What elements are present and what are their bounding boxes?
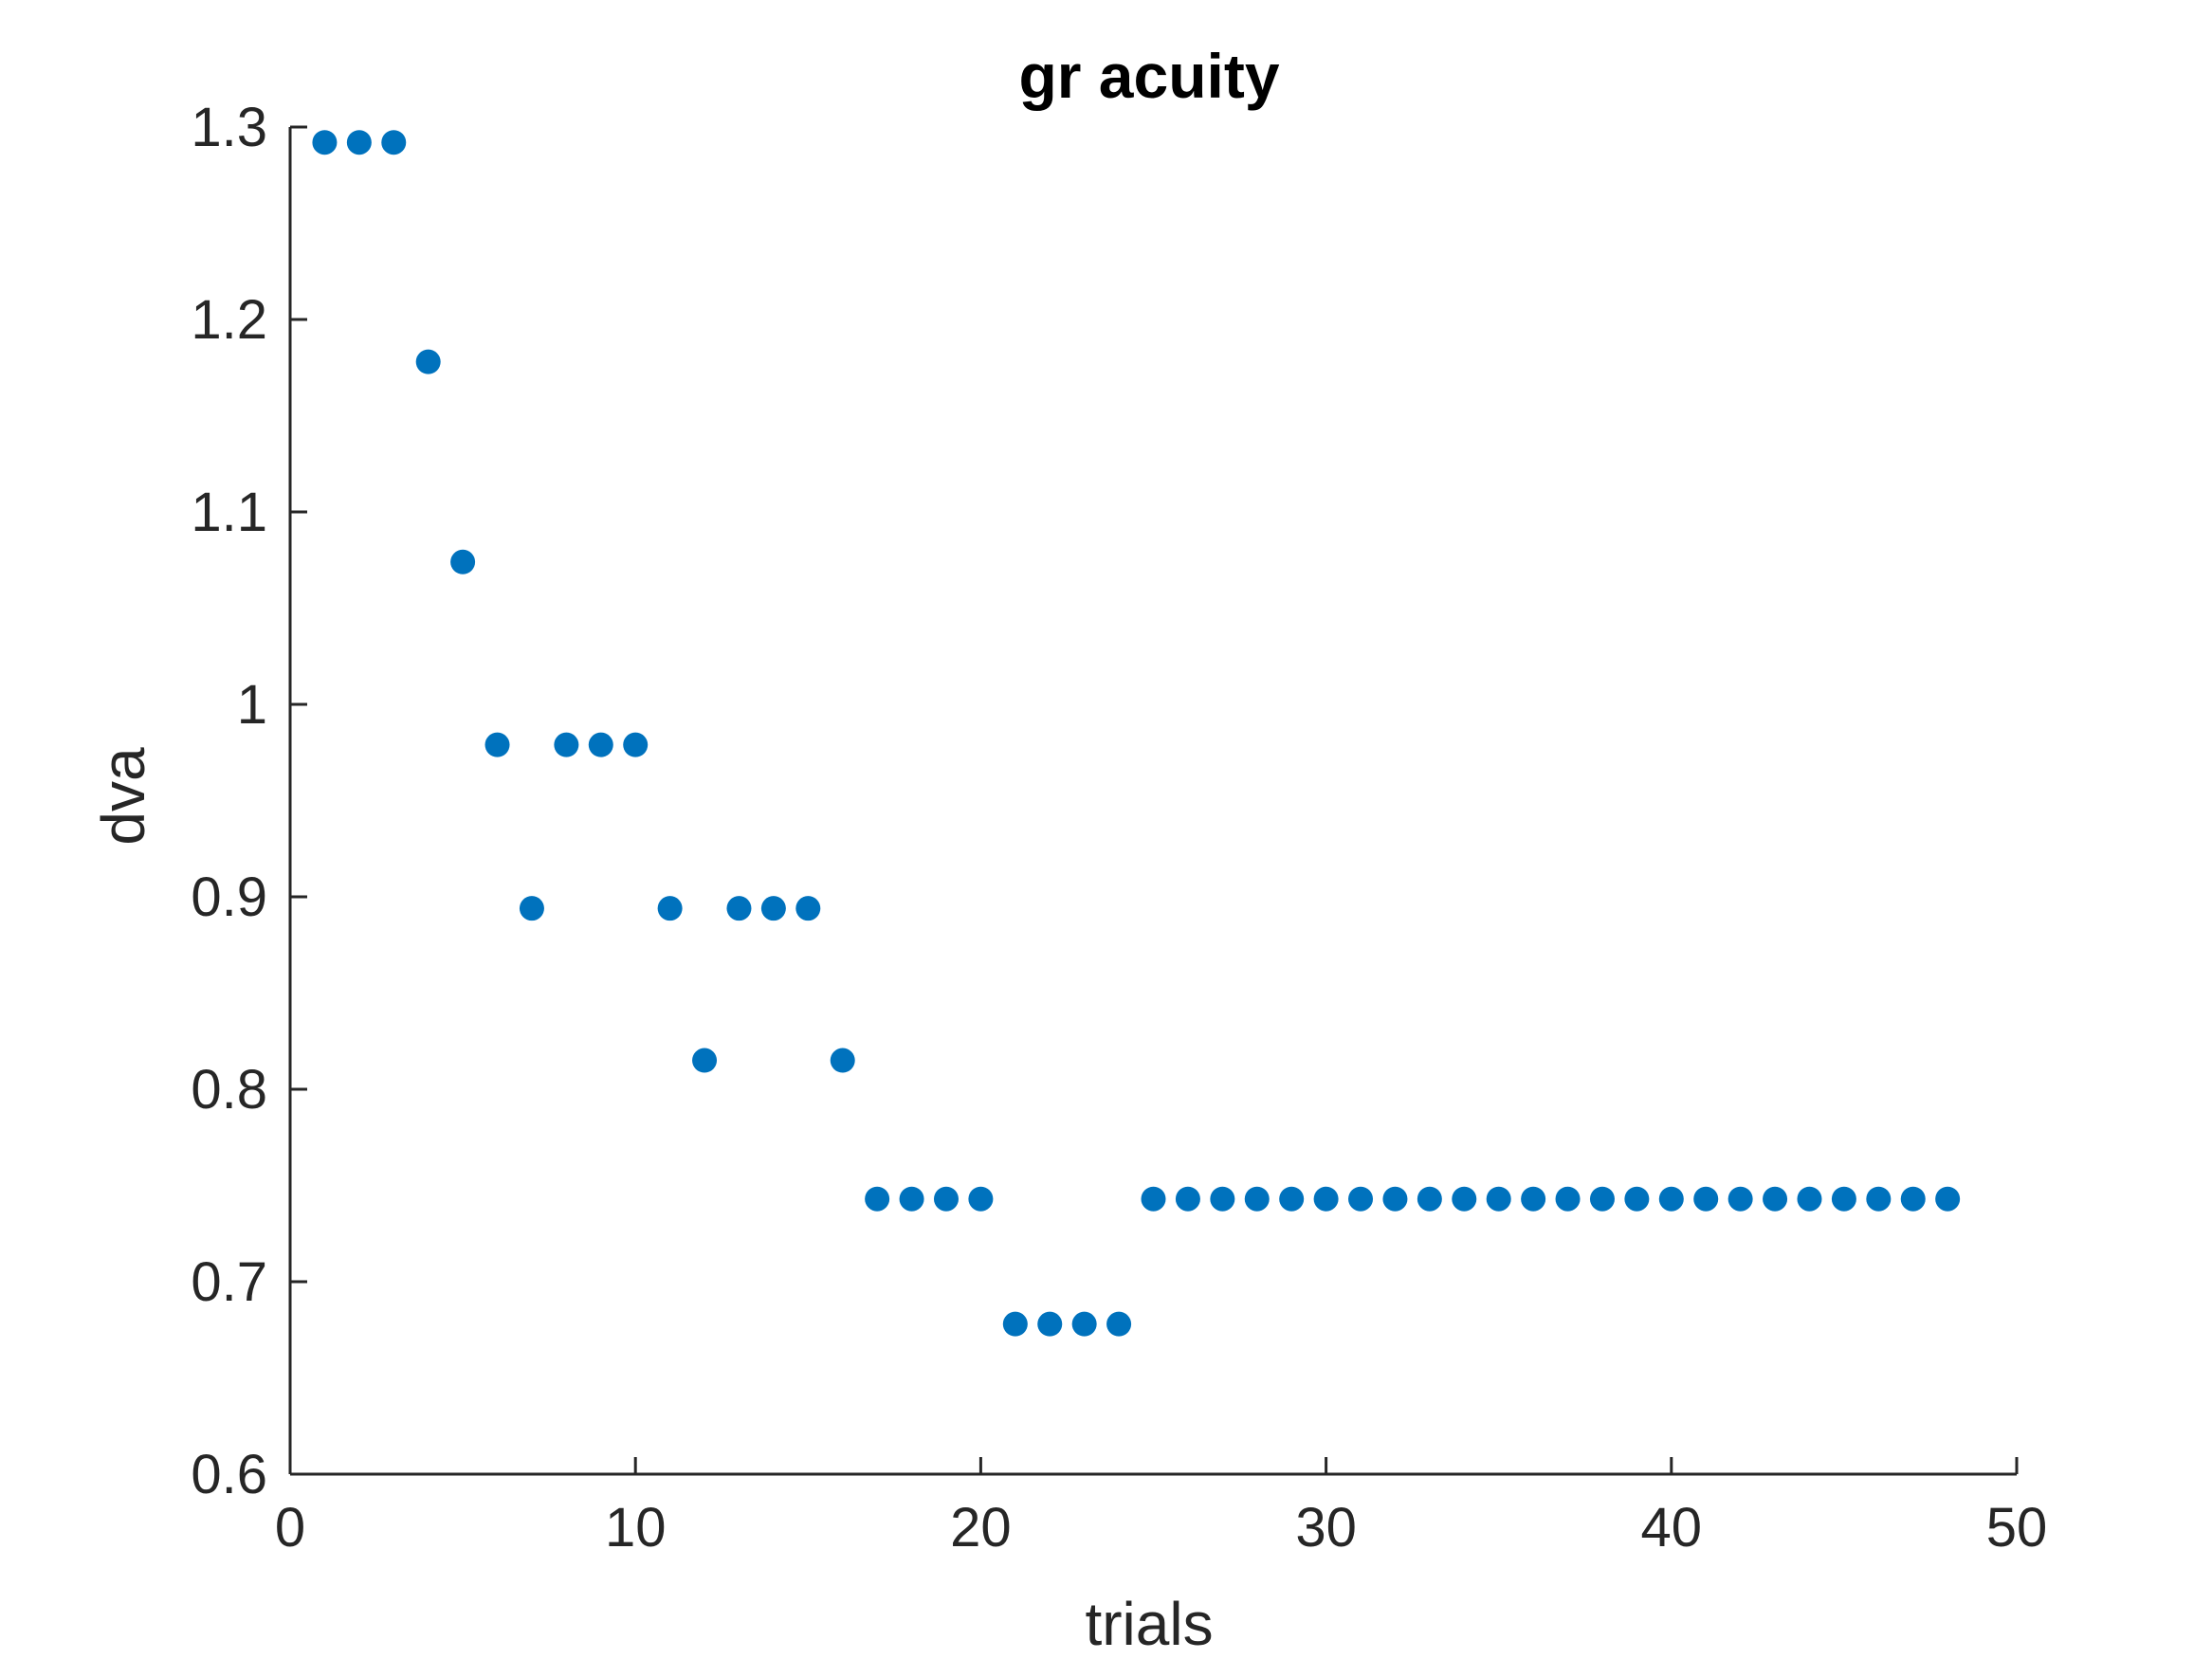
data-point — [381, 130, 407, 155]
data-point — [1486, 1186, 1511, 1212]
data-point — [760, 896, 786, 921]
data-point — [484, 732, 510, 757]
data-point — [968, 1186, 994, 1212]
y-tick-label: 1 — [237, 674, 267, 736]
data-point — [415, 349, 441, 374]
data-point — [1555, 1186, 1581, 1212]
data-point — [450, 549, 476, 574]
data-point — [1866, 1186, 1892, 1212]
data-point — [519, 896, 544, 921]
data-point — [1521, 1186, 1546, 1212]
data-point — [1071, 1311, 1097, 1337]
data-point — [346, 130, 372, 155]
data-point — [795, 896, 821, 921]
y-tick-label: 0.9 — [191, 866, 267, 928]
data-point — [1658, 1186, 1684, 1212]
data-points — [312, 130, 1961, 1337]
data-point — [1382, 1186, 1408, 1212]
data-point — [1348, 1186, 1374, 1212]
y-tick-label: 0.6 — [191, 1444, 267, 1505]
data-point — [1589, 1186, 1615, 1212]
data-point — [1763, 1186, 1788, 1212]
x-axis-title: trials — [1085, 1590, 1213, 1658]
data-point — [1452, 1186, 1477, 1212]
data-point — [865, 1186, 890, 1212]
data-point — [1313, 1186, 1339, 1212]
data-point — [1728, 1186, 1753, 1212]
data-point — [554, 732, 579, 757]
y-tick-label: 0.7 — [191, 1251, 267, 1313]
data-point — [1210, 1186, 1235, 1212]
x-tick-label: 10 — [605, 1497, 667, 1559]
data-point — [1106, 1311, 1132, 1337]
y-tick-label: 1.2 — [191, 289, 267, 351]
data-point — [830, 1048, 855, 1073]
data-point — [1797, 1186, 1822, 1212]
x-tick-label: 20 — [950, 1497, 1012, 1559]
data-point — [1624, 1186, 1650, 1212]
axes — [288, 127, 2017, 1476]
data-point — [899, 1186, 924, 1212]
y-axis-ticks: 0.6 0.7 0.8 0.9 1 1.1 1.2 1.3 — [191, 97, 307, 1505]
x-tick-label: 50 — [1986, 1497, 2048, 1559]
data-point — [588, 732, 613, 757]
x-axis-ticks: 0 10 20 30 40 50 — [275, 1457, 2047, 1559]
y-axis-title: dva — [89, 747, 157, 846]
data-point — [1279, 1186, 1305, 1212]
data-point — [1244, 1186, 1270, 1212]
data-point — [1175, 1186, 1200, 1212]
data-point — [692, 1048, 718, 1073]
data-point — [726, 896, 752, 921]
data-point — [933, 1186, 959, 1212]
data-point — [1693, 1186, 1719, 1212]
data-point — [1935, 1186, 1961, 1212]
data-point — [312, 130, 338, 155]
data-point — [1141, 1186, 1166, 1212]
data-point — [1002, 1311, 1028, 1337]
x-tick-label: 0 — [275, 1497, 305, 1559]
chart-title: gr acuity — [1018, 41, 1279, 111]
data-point — [1417, 1186, 1442, 1212]
data-point — [657, 896, 683, 921]
y-tick-label: 0.8 — [191, 1059, 267, 1121]
data-point — [1900, 1186, 1926, 1212]
data-point — [623, 732, 649, 757]
x-tick-label: 30 — [1295, 1497, 1357, 1559]
data-point — [1037, 1311, 1063, 1337]
y-tick-label: 1.1 — [191, 482, 267, 543]
y-tick-label: 1.3 — [191, 97, 267, 158]
data-point — [1831, 1186, 1856, 1212]
x-tick-label: 40 — [1641, 1497, 1703, 1559]
